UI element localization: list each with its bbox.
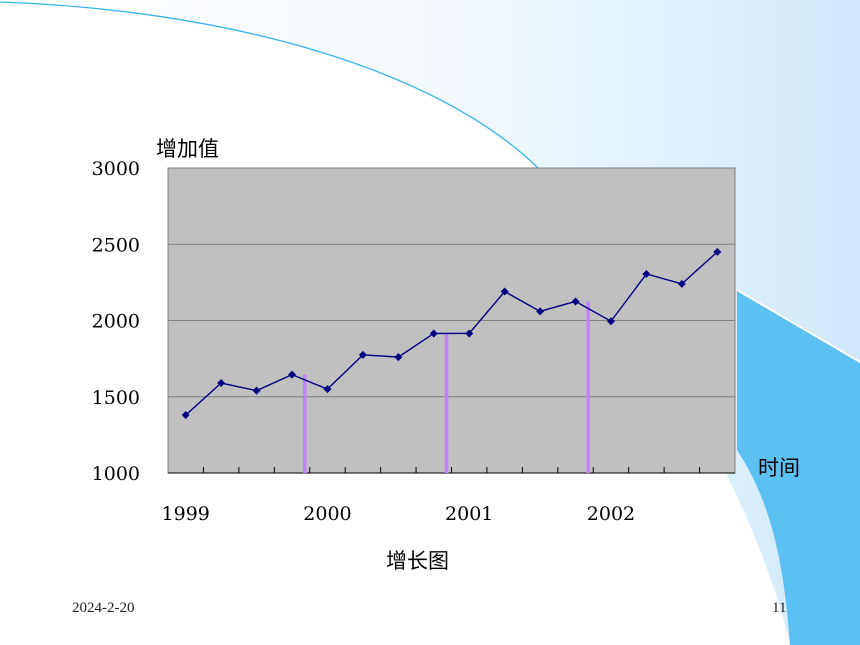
data-point [571,297,580,306]
data-point [288,370,297,379]
x-tick-label: 2002 [587,503,635,525]
y-tick-labels: 1000 1500 2000 2500 3000 [92,158,140,485]
data-point [606,317,615,326]
x-tick-label: 1999 [162,503,210,525]
y-tick-label: 2000 [92,311,140,333]
series-line [185,251,718,416]
y-tick-label: 1000 [92,463,140,485]
data-point [217,379,226,388]
gridlines [168,243,735,398]
data-point [252,386,261,395]
data-point [429,329,438,338]
data-point [181,411,190,420]
x-axis [168,467,735,474]
data-point [536,307,545,316]
y-tick-label: 2500 [92,234,140,256]
x-tick-label: 2000 [303,503,351,525]
y-axis-label: 增加值 [156,137,219,161]
page-number: 11 [772,600,787,616]
y-tick-label: 1500 [92,387,140,409]
data-point [713,247,722,256]
data-point [677,279,686,288]
chart-caption: 增长图 [386,549,449,573]
footer-date: 2024-2-20 [72,600,135,616]
data-point [323,385,332,394]
x-axis-label: 时间 [758,456,800,480]
data-point [394,353,403,362]
marker-bars [303,301,590,473]
x-tick-label: 2001 [445,503,493,525]
y-tick-label: 3000 [92,158,140,180]
data-points [181,247,722,420]
data-point [500,287,509,296]
data-point [642,269,651,278]
data-point [358,350,367,359]
x-tick-labels: 1999 2000 2001 2002 [162,503,636,525]
data-point [465,329,474,338]
